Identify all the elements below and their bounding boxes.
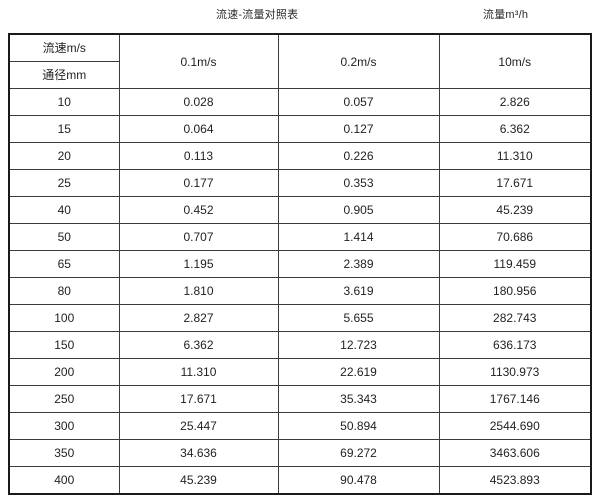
cell-flow-value: 1.195 — [118, 250, 279, 278]
column-header-1: 0.1m/s — [118, 33, 279, 89]
cell-diameter: 10 — [8, 88, 120, 116]
cell-flow-value: 0.057 — [277, 88, 440, 116]
cell-flow-value: 17.671 — [438, 169, 592, 197]
cell-flow-value: 3463.606 — [438, 439, 592, 467]
cell-diameter: 40 — [8, 196, 120, 224]
cell-flow-value: 1.414 — [277, 223, 440, 251]
flow-unit-label: 流量m³/h — [483, 9, 529, 21]
cell-flow-value: 2.826 — [438, 88, 592, 116]
cell-flow-value: 1767.146 — [438, 385, 592, 413]
column-header-3: 10m/s — [438, 33, 592, 89]
chart-title: 流速-流量对照表 — [216, 9, 299, 21]
cell-diameter: 150 — [8, 331, 120, 359]
cell-flow-value: 17.671 — [118, 385, 279, 413]
cell-diameter: 100 — [8, 304, 120, 332]
cell-flow-value: 4523.893 — [438, 466, 592, 495]
cell-flow-value: 119.459 — [438, 250, 592, 278]
cell-flow-value: 90.478 — [277, 466, 440, 495]
cell-flow-value: 282.743 — [438, 304, 592, 332]
table-row: 250 17.671 35.343 1767.146 — [8, 385, 592, 413]
cell-flow-value: 11.310 — [118, 358, 279, 386]
flow-velocity-table-container: 流速m/s 0.1m/s 0.2m/s 10m/s 通径mm 10 0.028 0.057 2.… — [8, 33, 592, 495]
cell-diameter: 50 — [8, 223, 120, 251]
cell-flow-value: 636.173 — [438, 331, 592, 359]
flow-velocity-table: 流速m/s 0.1m/s 0.2m/s 10m/s 通径mm 10 0.028 0.057 2.… — [8, 33, 592, 495]
cell-flow-value: 0.226 — [277, 142, 440, 170]
cell-flow-value: 6.362 — [118, 331, 279, 359]
cell-flow-value: 12.723 — [277, 331, 440, 359]
cell-flow-value: 3.619 — [277, 277, 440, 305]
cell-flow-value: 70.686 — [438, 223, 592, 251]
cell-flow-value: 69.272 — [277, 439, 440, 467]
table-row: 65 1.195 2.389 119.459 — [8, 250, 592, 278]
table-row: 50 0.707 1.414 70.686 — [8, 223, 592, 251]
cell-flow-value: 0.028 — [118, 88, 279, 116]
cell-diameter: 350 — [8, 439, 120, 467]
table-row: 20 0.113 0.226 11.310 — [8, 142, 592, 170]
table-row: 40 0.452 0.905 45.239 — [8, 196, 592, 224]
cell-flow-value: 2544.690 — [438, 412, 592, 440]
cell-flow-value: 35.343 — [277, 385, 440, 413]
cell-diameter: 20 — [8, 142, 120, 170]
cell-flow-value: 45.239 — [118, 466, 279, 495]
table-row: 400 45.239 90.478 4523.893 — [8, 466, 592, 495]
cell-flow-value: 11.310 — [438, 142, 592, 170]
cell-diameter: 400 — [8, 466, 120, 495]
header-diameter-label: 通径mm — [8, 61, 120, 89]
cell-flow-value: 180.956 — [438, 277, 592, 305]
table-row: 100 2.827 5.655 282.743 — [8, 304, 592, 332]
cell-diameter: 65 — [8, 250, 120, 278]
cell-flow-value: 0.127 — [277, 115, 440, 143]
cell-flow-value: 0.113 — [118, 142, 279, 170]
cell-flow-value: 1130.973 — [438, 358, 592, 386]
cell-diameter: 200 — [8, 358, 120, 386]
cell-diameter: 15 — [8, 115, 120, 143]
cell-flow-value: 0.707 — [118, 223, 279, 251]
cell-flow-value: 0.905 — [277, 196, 440, 224]
cell-flow-value: 22.619 — [277, 358, 440, 386]
cell-diameter: 80 — [8, 277, 120, 305]
table-row: 25 0.177 0.353 17.671 — [8, 169, 592, 197]
table-row: 15 0.064 0.127 6.362 — [8, 115, 592, 143]
column-header-2: 0.2m/s — [277, 33, 440, 89]
table-row: 350 34.636 69.272 3463.606 — [8, 439, 592, 467]
table-header-row-top: 流速m/s 0.1m/s 0.2m/s 10m/s — [8, 33, 592, 89]
cell-flow-value: 45.239 — [438, 196, 592, 224]
table-row: 10 0.028 0.057 2.826 — [8, 88, 592, 116]
cell-diameter: 25 — [8, 169, 120, 197]
table-row: 150 6.362 12.723 636.173 — [8, 331, 592, 359]
cell-flow-value: 50.894 — [277, 412, 440, 440]
table-row: 80 1.810 3.619 180.956 — [8, 277, 592, 305]
header-velocity-label: 流速m/s — [8, 33, 120, 62]
cell-flow-value: 5.655 — [277, 304, 440, 332]
cell-flow-value: 2.827 — [118, 304, 279, 332]
cell-flow-value: 0.452 — [118, 196, 279, 224]
table-header-row-bottom: 通径mm — [8, 61, 591, 89]
cell-diameter: 250 — [8, 385, 120, 413]
caption-strip: 流速-流量对照表 流量m³/h — [0, 0, 600, 33]
cell-flow-value: 25.447 — [118, 412, 279, 440]
cell-flow-value: 6.362 — [438, 115, 592, 143]
table-row: 200 11.310 22.619 1130.973 — [8, 358, 592, 386]
cell-flow-value: 0.177 — [118, 169, 279, 197]
table-row: 300 25.447 50.894 2544.690 — [8, 412, 592, 440]
cell-flow-value: 1.810 — [118, 277, 279, 305]
cell-flow-value: 2.389 — [277, 250, 440, 278]
cell-diameter: 300 — [8, 412, 120, 440]
cell-flow-value: 0.353 — [277, 169, 440, 197]
cell-flow-value: 0.064 — [118, 115, 279, 143]
cell-flow-value: 34.636 — [118, 439, 279, 467]
